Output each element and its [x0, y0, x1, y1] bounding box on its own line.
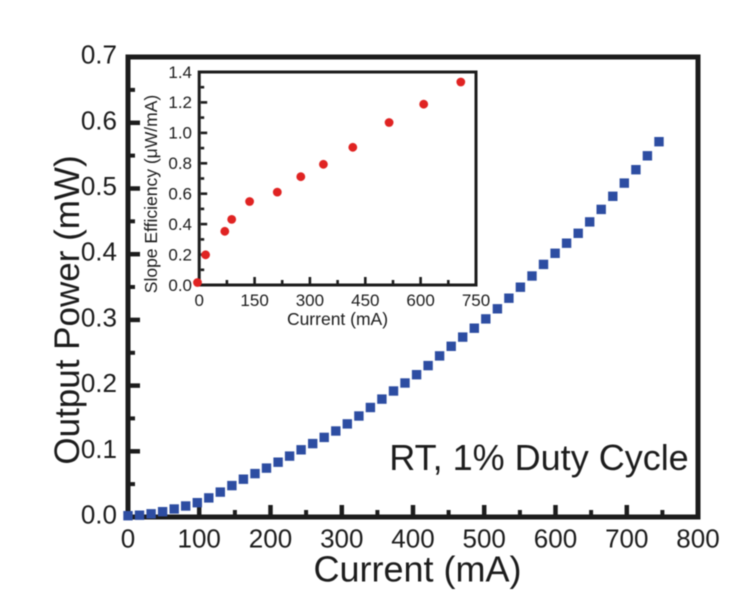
svg-text:0.5: 0.5: [81, 171, 117, 201]
svg-text:150: 150: [240, 291, 268, 310]
svg-text:300: 300: [320, 524, 363, 554]
svg-text:500: 500: [463, 524, 506, 554]
svg-text:0.7: 0.7: [81, 40, 117, 70]
svg-text:0: 0: [194, 291, 203, 310]
svg-text:Output Power (mW): Output Power (mW): [48, 155, 87, 464]
svg-text:0.0: 0.0: [81, 500, 117, 530]
svg-text:1.4: 1.4: [168, 63, 192, 82]
svg-text:0.3: 0.3: [81, 302, 117, 332]
svg-text:0.8: 0.8: [168, 154, 192, 173]
svg-text:Current (mA): Current (mA): [313, 549, 521, 590]
svg-text:1.0: 1.0: [168, 124, 192, 143]
svg-text:0.4: 0.4: [168, 215, 192, 234]
svg-text:0.6: 0.6: [81, 105, 117, 135]
svg-text:300: 300: [296, 291, 324, 310]
svg-text:1.2: 1.2: [168, 93, 192, 112]
svg-text:RT, 1% Duty Cycle: RT, 1% Duty Cycle: [389, 437, 688, 478]
svg-text:200: 200: [249, 524, 292, 554]
svg-text:600: 600: [534, 524, 577, 554]
svg-text:0.2: 0.2: [81, 368, 117, 398]
svg-text:0: 0: [121, 524, 135, 554]
svg-text:600: 600: [406, 291, 434, 310]
svg-text:0.6: 0.6: [168, 185, 192, 204]
svg-text:750: 750: [462, 291, 490, 310]
svg-text:400: 400: [391, 524, 434, 554]
svg-text:100: 100: [178, 524, 221, 554]
svg-text:0.4: 0.4: [81, 237, 117, 267]
svg-text:450: 450: [351, 291, 379, 310]
svg-text:0.2: 0.2: [168, 245, 192, 264]
svg-text:Slope Efficiency (μW/mA): Slope Efficiency (μW/mA): [141, 95, 161, 293]
svg-text:Current (mA): Current (mA): [287, 309, 388, 329]
svg-text:0.1: 0.1: [81, 434, 117, 464]
svg-text:800: 800: [676, 524, 719, 554]
svg-text:0.0: 0.0: [168, 276, 192, 295]
svg-text:700: 700: [605, 524, 648, 554]
